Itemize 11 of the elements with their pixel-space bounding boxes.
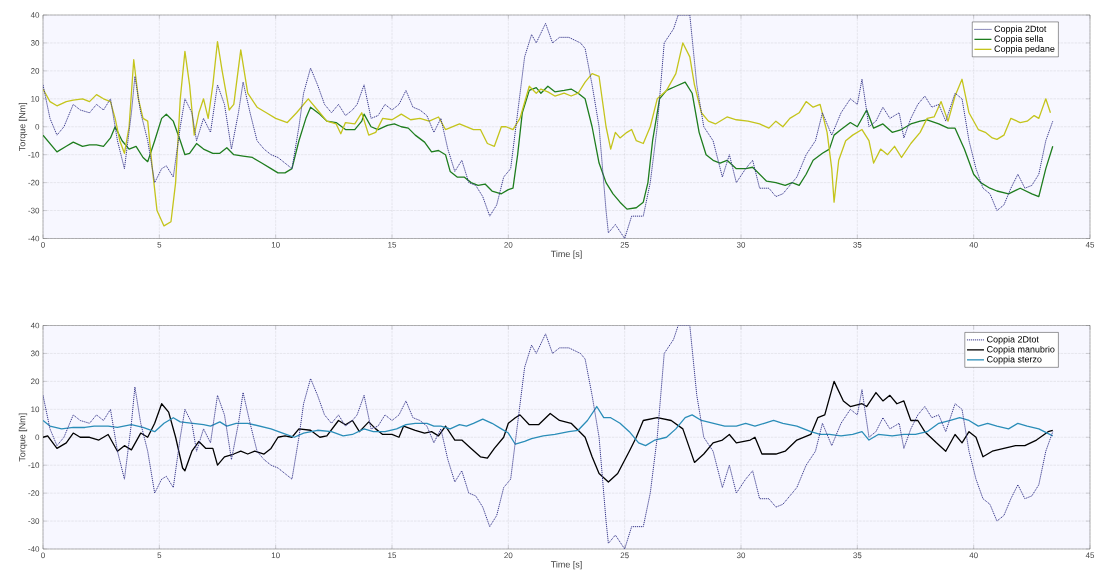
y-axis-title: Torque [Nm] (18, 413, 28, 462)
legend-label: Coppia sella (994, 35, 1044, 44)
legend-label: Coppia sterzo (987, 355, 1042, 365)
legend-label: Coppia 2Dtot (994, 25, 1047, 34)
legend-label: Coppia manubrio (987, 345, 1055, 355)
line-series (43, 380, 1054, 483)
legend-label: Coppia pedane (994, 45, 1055, 54)
x-axis-title: Time [s] (550, 250, 582, 259)
legend-label: Coppia 2Dtot (987, 335, 1039, 345)
x-axis-title: Time [s] (550, 561, 582, 570)
y-axis-title: Torque [Nm] (18, 102, 28, 151)
